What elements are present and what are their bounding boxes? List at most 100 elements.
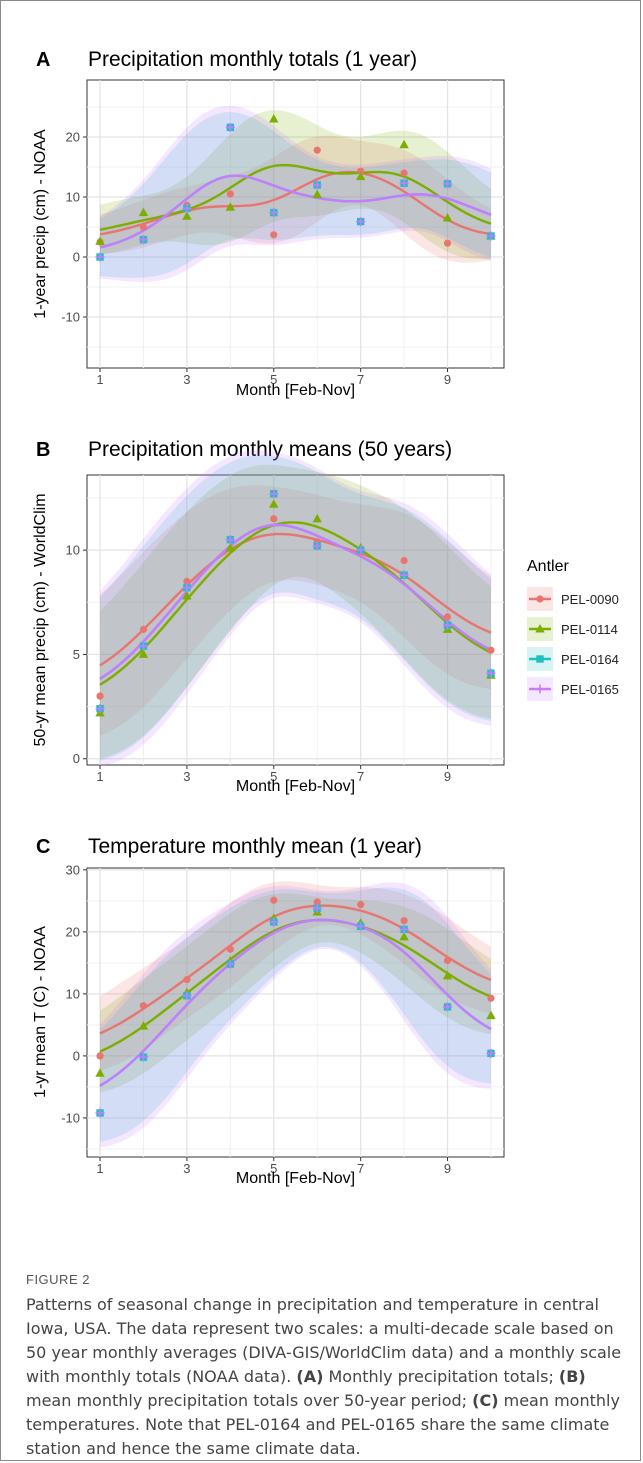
panel-b-letter: B (36, 439, 50, 461)
point-pel-0165 (356, 545, 366, 555)
point-pel-0114 (486, 1010, 496, 1020)
x-tick-label: 3 (183, 1161, 190, 1176)
smooth-line-pel-0165 (99, 523, 492, 680)
legend-item-label: PEL-0165 (561, 682, 619, 697)
point-pel-0165 (95, 252, 105, 262)
legend-item-pel-0090: PEL-0090 (527, 587, 619, 611)
legend-item-label: PEL-0090 (561, 592, 619, 607)
x-tick-label: 3 (183, 372, 190, 387)
y-tick-label: 20 (66, 924, 80, 939)
point-pel-0090 (96, 1052, 104, 1060)
x-tick-label: 5 (270, 1161, 277, 1176)
point-pel-0165 (356, 921, 366, 931)
confidence-band-pel-0114 (100, 464, 491, 759)
y-tick-label: 20 (66, 130, 80, 145)
point-pel-0090 (96, 692, 104, 700)
x-tick-label: 7 (357, 1161, 364, 1176)
point-pel-0165 (182, 203, 192, 213)
legend-item-label: PEL-0114 (561, 622, 618, 637)
caption-b-text: mean monthly precipitation totals over 5… (26, 1391, 468, 1410)
point-pel-0165 (95, 704, 105, 714)
data-points (95, 896, 496, 1118)
y-tick-label: 0 (73, 1048, 80, 1063)
panel-c-xlabel: Month [Feb-Nov] (236, 1170, 355, 1187)
point-pel-0165 (138, 641, 148, 651)
legend: Antler PEL-0090 PEL-0114 PEL-0164 PEL-0165 (527, 558, 619, 701)
figure-caption-text: Patterns of seasonal change in precipita… (26, 1293, 626, 1461)
figure-caption: FIGURE 2 Patterns of seasonal change in … (26, 1272, 626, 1461)
point-pel-0165 (225, 535, 235, 545)
x-tick-label: 1 (96, 769, 103, 784)
point-pel-0165 (312, 541, 322, 551)
panel-b-marks: 1 3 5 7 9 0 5 10 (66, 450, 504, 784)
point-pel-0114 (182, 591, 192, 600)
y-tick-label: 0 (73, 751, 80, 766)
panel-b-title: Precipitation monthly means (50 years) (88, 438, 452, 461)
caption-intro: Patterns of seasonal change in precipita… (26, 1295, 622, 1386)
point-pel-0090 (400, 556, 408, 565)
point-pel-0114 (95, 1068, 105, 1077)
legend-key-marker (536, 655, 544, 663)
confidence-band-pel-0164 (100, 112, 491, 278)
point-pel-0114 (138, 207, 149, 217)
point-pel-0165 (269, 917, 279, 927)
point-pel-0090 (270, 515, 278, 523)
point-pel-0114 (442, 213, 453, 222)
point-pel-0114 (138, 649, 149, 658)
x-tick-label: 9 (444, 769, 451, 784)
point-pel-0114 (399, 139, 409, 149)
point-pel-0090 (183, 976, 191, 984)
point-pel-0114 (138, 1021, 149, 1030)
point-pel-0165 (182, 991, 192, 1001)
panel-a-letter: A (36, 49, 50, 71)
point-pel-0165 (138, 1052, 148, 1062)
confidence-band-pel-0165 (100, 450, 491, 767)
caption-ref-a: (A) (296, 1367, 324, 1386)
smooth-lines (99, 521, 492, 686)
point-pel-0165 (225, 122, 235, 132)
legend-key-marker (535, 624, 545, 633)
point-pel-0090 (139, 223, 148, 231)
confidence-band-pel-0090 (100, 881, 491, 1071)
point-pel-0165 (443, 620, 453, 630)
panel-c-letter: C (36, 836, 50, 858)
panel-c-ylabel: 1-yr mean T (C) - NOAA (32, 926, 49, 1098)
point-pel-0114 (399, 931, 409, 941)
point-pel-0165 (443, 179, 453, 189)
x-tick-label: 5 (270, 372, 277, 387)
y-tick-label: -10 (61, 1110, 80, 1125)
legend-items: PEL-0090 PEL-0114 PEL-0164 PEL-0165 (527, 587, 619, 701)
point-pel-0090 (443, 613, 452, 621)
point-pel-0165 (486, 231, 496, 241)
point-pel-0165 (312, 180, 322, 190)
confidence-band-pel-0164 (100, 455, 491, 761)
legend-item-pel-0114: PEL-0114 (527, 617, 618, 641)
legend-item-label: PEL-0164 (561, 652, 619, 667)
point-pel-0090 (487, 646, 495, 654)
point-pel-0090 (357, 167, 365, 175)
point-pel-0165 (182, 583, 192, 593)
point-pel-0114 (225, 543, 236, 552)
point-pel-0114 (312, 189, 322, 199)
point-pel-0090 (313, 146, 321, 154)
legend-title: Antler (527, 558, 569, 575)
caption-ref-c: (C) (472, 1391, 499, 1410)
panel-a-ylabel: 1-year precip (cm) - NOAA (32, 129, 49, 319)
y-tick-label: 10 (66, 986, 80, 1001)
point-pel-0090 (226, 190, 234, 198)
x-tick-label: 1 (96, 372, 103, 387)
point-pel-0165 (399, 924, 409, 934)
point-pel-0090 (139, 625, 148, 633)
figure-label: FIGURE 2 (26, 1272, 90, 1287)
point-pel-0114 (355, 171, 366, 181)
smooth-line-pel-0165 (99, 174, 492, 249)
point-pel-0165 (138, 235, 148, 245)
legend-key-marker (535, 684, 545, 694)
point-pel-0165 (399, 178, 409, 188)
caption-a-text: Monthly precipitation totals; (328, 1367, 554, 1386)
figure-chart-area: A Precipitation monthly totals (1 year) … (32, 48, 619, 1187)
panel-b-plot: 1 3 5 7 9 0 5 10 (66, 450, 505, 784)
smooth-line-pel-0165 (99, 918, 492, 1087)
y-tick-label: 10 (66, 543, 80, 558)
